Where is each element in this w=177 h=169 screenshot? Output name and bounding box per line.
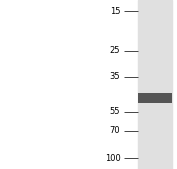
Text: 100: 100 [105, 154, 120, 163]
Bar [138, 0, 172, 169]
Text: 25: 25 [110, 46, 120, 55]
Bar [138, 93, 172, 103]
Text: 35: 35 [110, 72, 120, 81]
Text: 55: 55 [110, 107, 120, 116]
Text: 15: 15 [110, 7, 120, 16]
Text: 70: 70 [110, 126, 120, 135]
